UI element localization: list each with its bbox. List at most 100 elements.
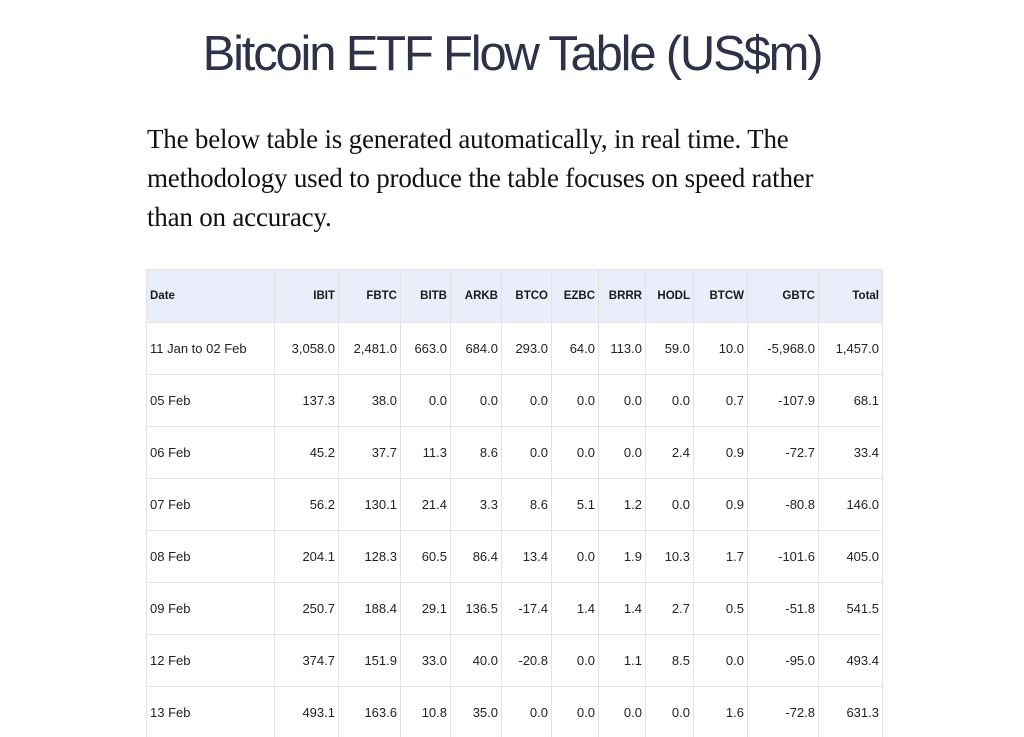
table-cell-fbtc: 128.3 [338, 530, 401, 583]
intro-paragraph: The below table is generated automatical… [147, 124, 814, 232]
table-cell-arkb: 0.0 [450, 374, 502, 427]
table-cell-fbtc: 188.4 [338, 582, 401, 635]
table-cell-hodl: 59.0 [645, 322, 694, 375]
table-cell-ibit: 250.7 [274, 582, 339, 635]
table-cell-total: 1,457.0 [818, 322, 883, 375]
table-cell-date: 13 Feb [146, 686, 275, 737]
table-cell-bitb: 663.0 [400, 322, 451, 375]
table-cell-ezbc: 5.1 [551, 478, 599, 531]
table-cell-bitb: 21.4 [400, 478, 451, 531]
table-cell-gbtc: -95.0 [747, 634, 819, 687]
table-cell-ibit: 374.7 [274, 634, 339, 687]
column-header-brrr: BRRR [598, 269, 646, 323]
table-cell-btco: 293.0 [501, 322, 552, 375]
table-cell-ezbc: 0.0 [551, 686, 599, 737]
table-cell-bitb: 11.3 [400, 426, 451, 479]
column-header-ezbc: EZBC [551, 269, 599, 323]
table-row: 11 Jan to 02 Feb 3,058.0 2,481.0 663.0 684.0… [146, 322, 883, 375]
table-cell-btco: -17.4 [501, 582, 552, 635]
table-cell-brrr: 1.9 [598, 530, 646, 583]
table-cell-ezbc: 0.0 [551, 530, 599, 583]
table-row: 13 Feb 493.1 163.6 10.8 35.0 0.0 0.0 0.0 0.0 1.6-… [146, 686, 883, 737]
table-cell-hodl: 2.7 [645, 582, 694, 635]
table-cell-brrr: 113.0 [598, 322, 646, 375]
table-cell-bitb: 0.0 [400, 374, 451, 427]
table-cell-date: 08 Feb [146, 530, 275, 583]
table-cell-brrr: 1.2 [598, 478, 646, 531]
table-cell-ezbc: 0.0 [551, 426, 599, 479]
table-row: 09 Feb 250.7 188.4 29.1 136.5 -17.4 1.4 1.4 2.7 0… [146, 582, 883, 635]
table-cell-date: 11 Jan to 02 Feb [146, 322, 275, 375]
table-cell-ibit: 493.1 [274, 686, 339, 737]
column-header-total: Total [818, 269, 883, 323]
table-cell-bitb: 29.1 [400, 582, 451, 635]
table-cell-btco: 0.0 [501, 686, 552, 737]
table-cell-arkb: 8.6 [450, 426, 502, 479]
table-cell-btcw: 0.9 [693, 478, 748, 531]
table-cell-bitb: 10.8 [400, 686, 451, 737]
table-cell-gbtc: -5,968.0 [747, 322, 819, 375]
table-cell-gbtc: -101.6 [747, 530, 819, 583]
table-row: 12 Feb 374.7 151.9 33.0 40.0 -20.8 0.0 1.1 8.5 0.… [146, 634, 883, 687]
table-cell-total: 541.5 [818, 582, 883, 635]
table-cell-ibit: 3,058.0 [274, 322, 339, 375]
table-cell-brrr: 0.0 [598, 686, 646, 737]
table-cell-gbtc: -80.8 [747, 478, 819, 531]
etf-flow-table-container[interactable]: Date IBIT FBTC BITB ARKB BTCO EZBC BRRR HODL BTCW… [146, 269, 883, 737]
table-header-row: Date IBIT FBTC BITB ARKB BTCO EZBC BRRR HODL BTCW… [146, 269, 883, 323]
column-header-hodl: HODL [645, 269, 694, 323]
table-cell-fbtc: 38.0 [338, 374, 401, 427]
table-cell-arkb: 40.0 [450, 634, 502, 687]
table-cell-gbtc: -51.8 [747, 582, 819, 635]
table-cell-total: 33.4 [818, 426, 883, 479]
column-header-btcw: BTCW [693, 269, 748, 323]
table-cell-date: 07 Feb [146, 478, 275, 531]
table-row: 05 Feb 137.3 38.0 0.0 0.0 0.0 0.0 0.0 0.0 0.7 -107… [146, 374, 883, 427]
table-cell-btcw: 0.7 [693, 374, 748, 427]
table-cell-arkb: 684.0 [450, 322, 502, 375]
column-header-date: Date [146, 269, 275, 323]
table-cell-gbtc: -107.9 [747, 374, 819, 427]
table-cell-btcw: 0.9 [693, 426, 748, 479]
table-cell-ibit: 45.2 [274, 426, 339, 479]
etf-flow-table: Date IBIT FBTC BITB ARKB BTCO EZBC BRRR HODL BTCW… [146, 269, 883, 737]
table-cell-arkb: 3.3 [450, 478, 502, 531]
table-cell-hodl: 10.3 [645, 530, 694, 583]
table-cell-arkb: 136.5 [450, 582, 502, 635]
table-cell-ezbc: 0.0 [551, 374, 599, 427]
table-cell-hodl: 2.4 [645, 426, 694, 479]
table-cell-hodl: 8.5 [645, 634, 694, 687]
table-cell-hodl: 0.0 [645, 686, 694, 737]
table-cell-hodl: 0.0 [645, 478, 694, 531]
table-body: 11 Jan to 02 Feb 3,058.0 2,481.0 663.0 684.0… [146, 322, 883, 737]
table-cell-fbtc: 151.9 [338, 634, 401, 687]
table-cell-ibit: 137.3 [274, 374, 339, 427]
table-cell-gbtc: -72.8 [747, 686, 819, 737]
table-cell-total: 493.4 [818, 634, 883, 687]
table-cell-ezbc: 0.0 [551, 634, 599, 687]
table-cell-brrr: 1.1 [598, 634, 646, 687]
table-row: 08 Feb 204.1 128.3 60.5 86.4 13.4 0.0 1.9 10.3 1.… [146, 530, 883, 583]
table-cell-bitb: 60.5 [400, 530, 451, 583]
table-cell-fbtc: 37.7 [338, 426, 401, 479]
table-cell-btcw: 1.6 [693, 686, 748, 737]
column-header-fbtc: FBTC [338, 269, 401, 323]
table-cell-total: 146.0 [818, 478, 883, 531]
table-cell-ibit: 56.2 [274, 478, 339, 531]
table-cell-arkb: 86.4 [450, 530, 502, 583]
table-row: 06 Feb 45.2 37.7 11.3 8.6 0.0 0.0 0.0 2.4 0.9 -72.… [146, 426, 883, 479]
table-cell-total: 631.3 [818, 686, 883, 737]
table-cell-total: 68.1 [818, 374, 883, 427]
column-header-gbtc: GBTC [747, 269, 819, 323]
table-cell-btco: 0.0 [501, 374, 552, 427]
table-cell-ezbc: 1.4 [551, 582, 599, 635]
table-cell-brrr: 0.0 [598, 426, 646, 479]
table-cell-bitb: 33.0 [400, 634, 451, 687]
table-cell-gbtc: -72.7 [747, 426, 819, 479]
table-cell-date: 09 Feb [146, 582, 275, 635]
table-cell-btco: 13.4 [501, 530, 552, 583]
table-cell-btcw: 0.5 [693, 582, 748, 635]
table-cell-btco: 0.0 [501, 426, 552, 479]
table-cell-btco: -20.8 [501, 634, 552, 687]
table-cell-date: 05 Feb [146, 374, 275, 427]
